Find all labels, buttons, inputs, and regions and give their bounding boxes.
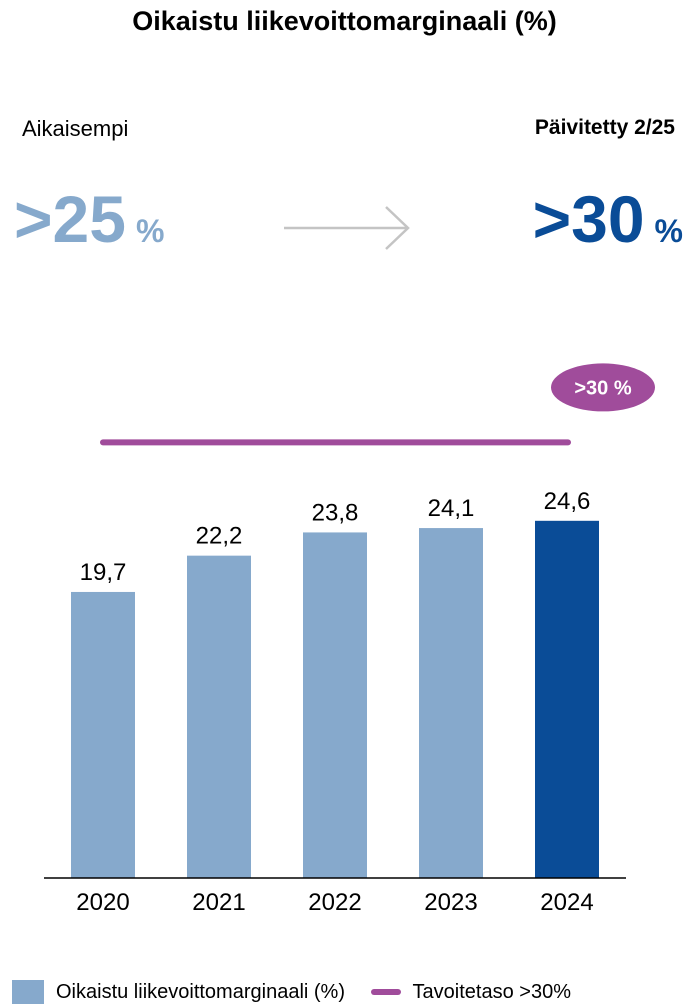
value-label-2023: 24,1 (428, 495, 475, 522)
bar-2022 (303, 532, 367, 878)
previous-target-number: >25 (14, 182, 126, 256)
updated-target-value: >30% (533, 186, 683, 252)
bar-2020 (71, 591, 135, 878)
legend-bar-swatch (12, 980, 44, 1004)
previous-target-label: Aikaisempi (22, 116, 129, 141)
legend-item-bars: Oikaistu liikevoittomarginaali (%) (12, 980, 345, 1004)
value-label-2022: 23,8 (312, 499, 359, 526)
target-badge (551, 363, 655, 412)
value-label-2020: 19,7 (80, 559, 127, 586)
legend-item-target: Tavoitetaso >30% (370, 980, 571, 1004)
target-badge-label: >30 % (574, 377, 631, 399)
value-label-2021: 22,2 (196, 523, 243, 550)
legend-line-swatch (370, 989, 401, 995)
x-tick-label-2024: 2024 (540, 889, 593, 916)
x-tick-label-2022: 2022 (308, 889, 361, 916)
bar-2023 (419, 528, 483, 878)
legend-line-label: Tavoitetaso >30% (412, 980, 571, 1003)
previous-target-value: >25% (14, 186, 164, 252)
x-tick-label-2020: 2020 (76, 889, 129, 916)
updated-target-number: >30 (532, 182, 645, 256)
previous-target-percent: % (135, 213, 165, 249)
updated-target-percent: % (654, 213, 683, 249)
updated-target-label: Päivitetty 2/25 (534, 116, 675, 139)
x-tick-label-2021: 2021 (192, 889, 245, 916)
bar-2021 (187, 555, 251, 878)
bar-2024 (535, 520, 599, 878)
legend-bar-label: Oikaistu liikevoittomarginaali (%) (56, 980, 345, 1003)
value-label-2024: 24,6 (544, 488, 591, 515)
chart-title: Oikaistu liikevoittomarginaali (%) (132, 6, 557, 36)
arrow-right-icon (284, 206, 410, 250)
bar-chart: 19,7 22,2 23,8 24,1 24,6 2020 2021 2022 2023 202… (44, 363, 655, 916)
legend: Oikaistu liikevoittomarginaali (%) Tavoi… (12, 980, 591, 1004)
x-tick-label-2023: 2023 (424, 889, 477, 916)
